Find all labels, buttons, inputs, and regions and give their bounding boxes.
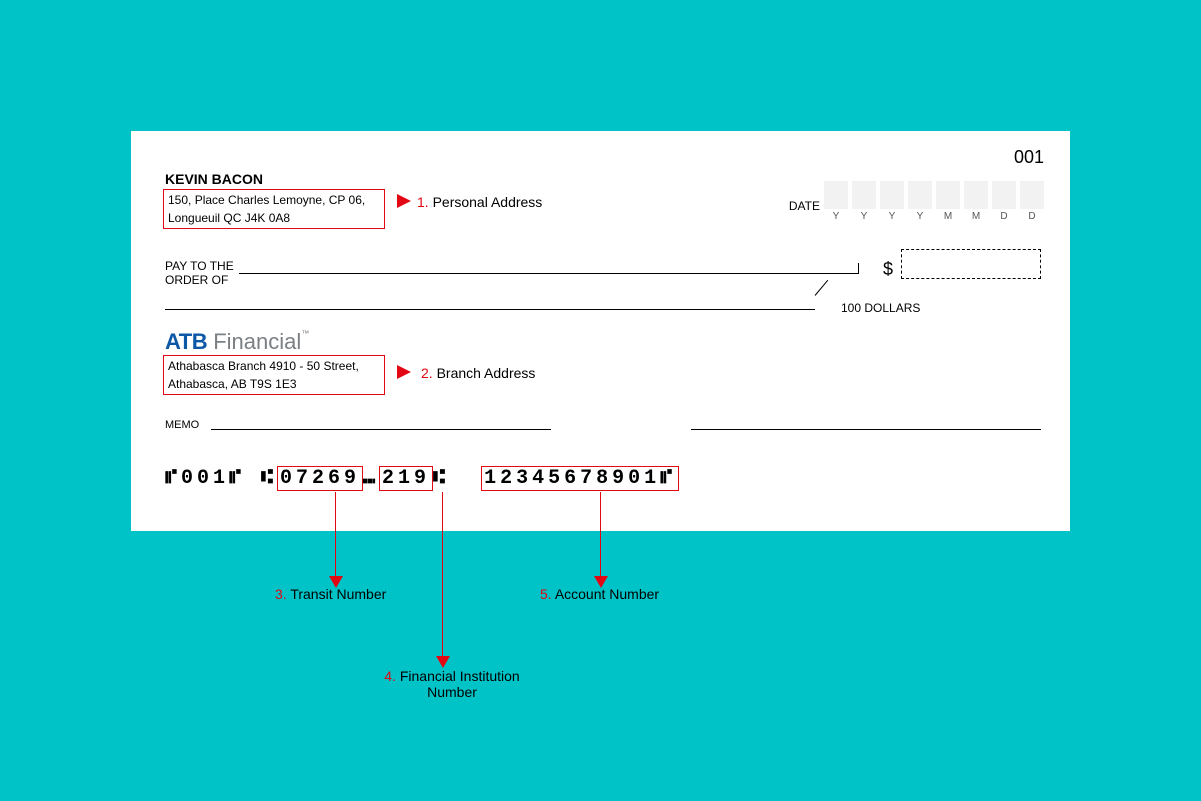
callout-1-label: Personal Address bbox=[433, 194, 543, 210]
payee-name: KEVIN BACON bbox=[165, 171, 263, 187]
institution-highlight-box: 219 bbox=[379, 466, 433, 491]
dollars-label: 100 DOLLARS bbox=[841, 301, 920, 315]
micr-account: 1234567890 bbox=[484, 467, 644, 490]
bank-logo: ATB Financial™ bbox=[165, 329, 309, 355]
date-format-letter: Y bbox=[824, 211, 848, 222]
callout-2-label: Branch Address bbox=[437, 365, 536, 381]
micr-institution: 219 bbox=[382, 467, 430, 490]
payee-line[interactable] bbox=[239, 273, 859, 274]
callout-1-num: 1. bbox=[417, 194, 429, 210]
date-label: DATE bbox=[789, 199, 820, 213]
payee-address-line1: 150, Place Charles Lemoyne, CP 06, bbox=[164, 190, 384, 210]
payto-line1: PAY TO THE bbox=[165, 259, 234, 273]
date-format-letter: Y bbox=[880, 211, 904, 222]
date-box[interactable] bbox=[824, 181, 848, 209]
micr-mid2: ⑆ bbox=[433, 467, 449, 490]
date-box[interactable] bbox=[880, 181, 904, 209]
micr-line: ⑈001⑈ ⑆07269⑉219⑆ 12345678901⑈ bbox=[165, 466, 679, 491]
arrow-line-3 bbox=[335, 492, 336, 580]
callout-5-label: Account Number bbox=[555, 586, 659, 602]
micr-prefix: ⑈001⑈ ⑆ bbox=[165, 467, 277, 490]
bank-logo-tm-icon: ™ bbox=[301, 329, 309, 338]
payto-label: PAY TO THE ORDER OF bbox=[165, 259, 234, 287]
bank-logo-atb: ATB bbox=[165, 329, 207, 354]
callout-3-num: 3. bbox=[275, 586, 287, 602]
bank-logo-financial: Financial bbox=[213, 329, 301, 354]
written-amount-line[interactable] bbox=[165, 309, 815, 310]
callout-5-num: 5. bbox=[540, 586, 552, 602]
arrow-line-5 bbox=[600, 492, 601, 580]
callout-4-label-line2: Number bbox=[352, 684, 552, 700]
check: 001 KEVIN BACON 150, Place Charles Lemoy… bbox=[131, 131, 1070, 531]
arrow-down-icon bbox=[436, 656, 450, 668]
callout-3-label: Transit Number bbox=[290, 586, 386, 602]
date-format-letter: D bbox=[992, 211, 1016, 222]
date-box[interactable] bbox=[852, 181, 876, 209]
micr-suffix: 1⑈ bbox=[644, 467, 676, 490]
date-box[interactable] bbox=[964, 181, 988, 209]
date-box[interactable] bbox=[992, 181, 1016, 209]
date-format-letter: M bbox=[964, 211, 988, 222]
memo-line[interactable] bbox=[211, 429, 551, 430]
callout-4: 4. Financial Institution Number bbox=[352, 668, 552, 700]
slash-icon bbox=[815, 280, 829, 296]
arrow-line-4 bbox=[442, 492, 443, 660]
branch-address-highlight-box: Athabasca Branch 4910 - 50 Street, Athab… bbox=[163, 355, 385, 395]
branch-address-line2: Athabasca, AB T9S 1E3 bbox=[164, 376, 384, 394]
callout-2: 2. Branch Address bbox=[421, 365, 535, 381]
callout-4-num: 4. bbox=[384, 668, 396, 684]
account-highlight-box: 12345678901⑈ bbox=[481, 466, 679, 491]
date-box[interactable] bbox=[936, 181, 960, 209]
date-format: Y Y Y Y M M D D bbox=[824, 211, 1044, 222]
check-number: 001 bbox=[1014, 147, 1044, 168]
currency-symbol: $ bbox=[883, 259, 893, 280]
callout-3: 3. Transit Number bbox=[275, 586, 386, 602]
signature-line[interactable] bbox=[691, 429, 1041, 430]
date-format-letter: D bbox=[1020, 211, 1044, 222]
memo-label: MEMO bbox=[165, 419, 199, 431]
payto-line2: ORDER OF bbox=[165, 273, 234, 287]
date-format-letter: M bbox=[936, 211, 960, 222]
callout-4-label: Financial Institution bbox=[400, 668, 520, 684]
personal-address-highlight-box: 150, Place Charles Lemoyne, CP 06, Longu… bbox=[163, 189, 385, 229]
date-box[interactable] bbox=[908, 181, 932, 209]
payee-line-end-icon bbox=[858, 263, 859, 273]
stage: 001 KEVIN BACON 150, Place Charles Lemoy… bbox=[0, 0, 1201, 801]
callout-5: 5. Account Number bbox=[540, 586, 659, 602]
callout-1: 1. Personal Address bbox=[417, 194, 542, 210]
transit-highlight-box: 07269 bbox=[277, 466, 363, 491]
branch-address-line1: Athabasca Branch 4910 - 50 Street, bbox=[164, 356, 384, 376]
payee-address-line2: Longueuil QC J4K 0A8 bbox=[164, 210, 384, 228]
micr-transit: 07269 bbox=[280, 467, 360, 490]
date-box[interactable] bbox=[1020, 181, 1044, 209]
date-field[interactable]: Y Y Y Y M M D D bbox=[824, 181, 1044, 222]
date-format-letter: Y bbox=[852, 211, 876, 222]
callout-2-num: 2. bbox=[421, 365, 433, 381]
date-format-letter: Y bbox=[908, 211, 932, 222]
micr-mid1: ⑉ bbox=[363, 467, 379, 490]
amount-box[interactable] bbox=[901, 249, 1041, 279]
arrow-icon bbox=[397, 194, 411, 208]
arrow-icon bbox=[397, 365, 411, 379]
date-boxes[interactable] bbox=[824, 181, 1044, 209]
